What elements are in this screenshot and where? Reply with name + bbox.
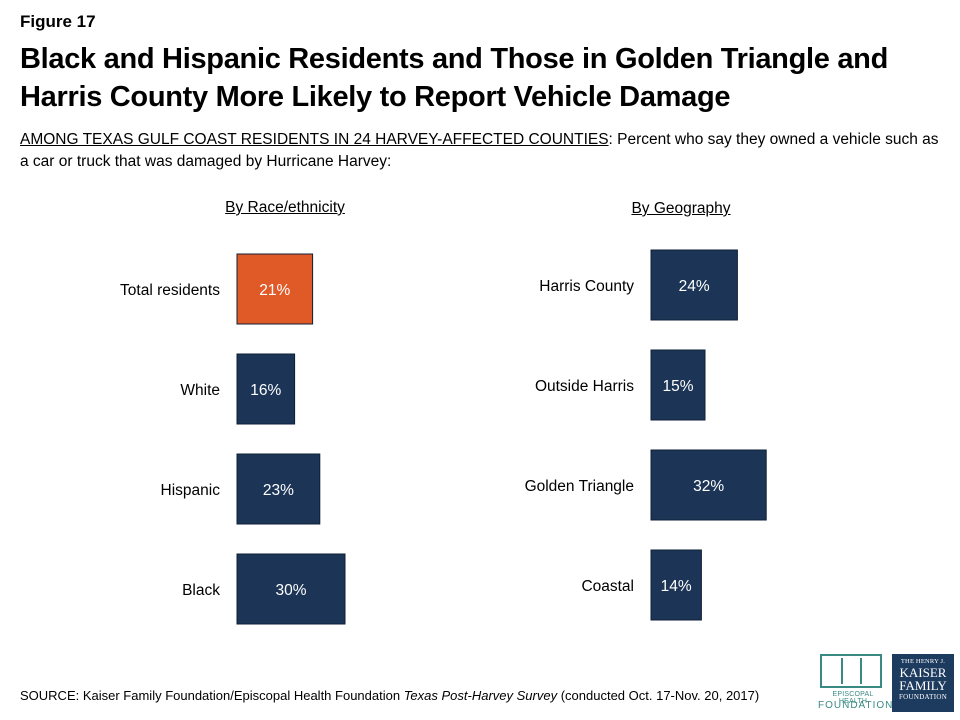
panel-title-geography: By Geography [631, 200, 731, 217]
data-label-race-white: 16% [250, 382, 281, 399]
bar-race-white [236, 353, 296, 425]
panel-title-race: By Race/ethnicity [225, 199, 345, 216]
category-label-geography-golden-triangle: Golden Triangle [525, 478, 634, 495]
category-label-race-hispanic: Hispanic [161, 482, 221, 499]
ehf-logo: EPISCOPAL HEALTH FOUNDATION [818, 654, 894, 712]
kff-logo-text-4: FOUNDATION [898, 693, 948, 701]
ehf-logo-text-1: EPISCOPAL HEALTH [832, 691, 874, 705]
bar-race-hispanic [236, 453, 321, 525]
category-label-geography-coastal: Coastal [581, 578, 634, 595]
bar-geography-outside-harris [650, 349, 706, 421]
figure-label: Figure 17 [20, 12, 96, 31]
category-label-race-black: Black [182, 582, 220, 599]
data-label-geography-harris-county: 24% [679, 278, 710, 295]
ehf-logo-text-2: FOUNDATION [818, 700, 894, 711]
bar-geography-golden-triangle [650, 449, 767, 521]
category-label-geography-outside-harris: Outside Harris [535, 378, 634, 395]
kff-logo: THE HENRY J. KAISER FAMILY FOUNDATION [892, 654, 954, 712]
bar-race-black [236, 553, 346, 625]
data-label-geography-outside-harris: 15% [662, 378, 693, 395]
kff-logo-text-2: KAISER [899, 665, 947, 680]
kff-logo-text-1: THE HENRY J. [900, 658, 946, 665]
kff-logo-text-3: FAMILY [899, 678, 947, 693]
data-label-race-hispanic: 23% [263, 482, 294, 499]
data-label-geography-golden-triangle: 32% [693, 478, 724, 495]
category-label-race-white: White [180, 382, 220, 399]
data-label-race-black: 30% [275, 582, 306, 599]
bar-geography-coastal [650, 549, 702, 621]
source-note: SOURCE: Kaiser Family Foundation/Episcop… [20, 688, 760, 703]
data-label-race-total-residents: 21% [259, 282, 290, 299]
subtitle-population: AMONG TEXAS GULF COAST RESIDENTS IN 24 H… [20, 131, 609, 148]
category-label-geography-harris-county: Harris County [539, 278, 634, 295]
ehf-logo-mark [820, 654, 882, 688]
chart-subtitle: AMONG TEXAS GULF COAST RESIDENTS IN 24 H… [20, 129, 950, 173]
data-label-geography-coastal: 14% [661, 578, 692, 595]
bar-geography-harris-county [650, 249, 738, 321]
subtitle-question: : Percent who say they owned a vehicle s… [20, 131, 939, 170]
bar-race-total-residents [236, 253, 314, 325]
chart-title: Black and Hispanic Residents and Those i… [20, 43, 888, 113]
source-survey-name: Texas Post-Harvey Survey [403, 688, 558, 703]
category-label-race-total-residents: Total residents [120, 282, 220, 299]
